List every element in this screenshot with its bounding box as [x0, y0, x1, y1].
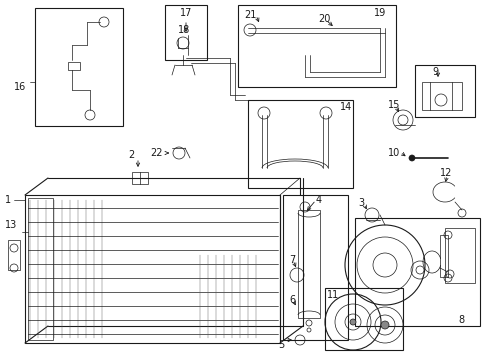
- Text: 18: 18: [178, 25, 190, 35]
- Text: 7: 7: [288, 255, 295, 265]
- Text: 20: 20: [317, 14, 330, 24]
- Text: 21: 21: [244, 10, 256, 20]
- Text: 8: 8: [457, 315, 463, 325]
- Bar: [132, 172, 148, 184]
- Text: 10: 10: [387, 148, 400, 158]
- Text: 17: 17: [180, 8, 192, 18]
- Circle shape: [380, 321, 388, 329]
- Text: 22: 22: [150, 148, 162, 158]
- Bar: [444, 228, 474, 283]
- Bar: [35, 8, 123, 126]
- Text: 6: 6: [288, 295, 295, 305]
- Bar: [354, 218, 479, 326]
- Bar: [439, 235, 447, 277]
- Bar: [25, 195, 280, 343]
- Text: 1: 1: [5, 195, 11, 205]
- Bar: [414, 65, 474, 117]
- Text: 13: 13: [5, 220, 17, 230]
- Circle shape: [408, 155, 414, 161]
- Bar: [238, 5, 395, 87]
- Text: 9: 9: [431, 67, 437, 77]
- Bar: [164, 5, 206, 60]
- Text: 15: 15: [387, 100, 400, 110]
- Text: 12: 12: [439, 168, 451, 178]
- Text: 5: 5: [278, 340, 284, 350]
- Text: 2: 2: [128, 150, 134, 160]
- Text: 11: 11: [326, 290, 339, 300]
- Bar: [247, 100, 352, 188]
- Text: 4: 4: [315, 195, 322, 205]
- Bar: [325, 288, 402, 350]
- Text: 14: 14: [339, 102, 351, 112]
- Text: 16: 16: [14, 82, 26, 92]
- Circle shape: [349, 319, 355, 325]
- Text: 19: 19: [373, 8, 386, 18]
- Bar: [8, 240, 20, 270]
- Bar: [68, 62, 80, 70]
- Bar: [421, 82, 461, 110]
- Bar: [283, 195, 347, 340]
- Text: 3: 3: [357, 198, 364, 208]
- Bar: [28, 198, 53, 340]
- Bar: [297, 210, 319, 318]
